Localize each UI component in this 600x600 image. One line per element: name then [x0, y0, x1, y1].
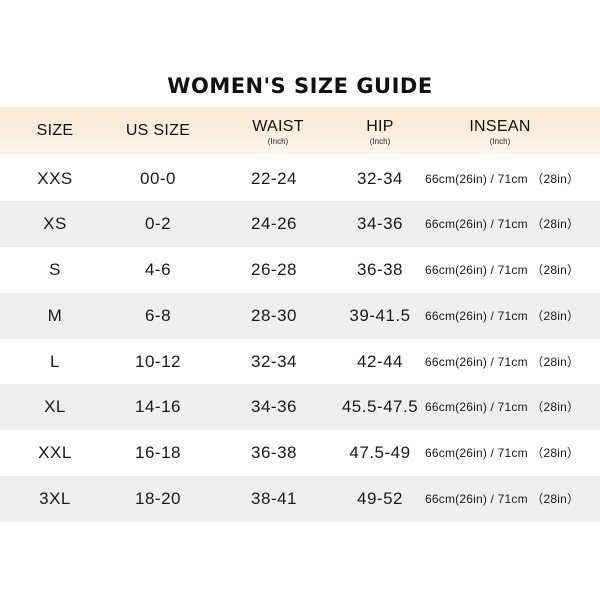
hip-cell: 45.5-47.5	[341, 397, 419, 416]
hip-cell: 34-36	[357, 214, 403, 233]
hip-cell: 49-52	[357, 489, 403, 508]
waist-cell: 28-30	[251, 306, 297, 325]
table-row: 3XL 18-20 38-41 49-52 66cm(26in) / 71cm …	[0, 476, 600, 522]
table-header: SIZE US SIZE WAIST (Inch) HIP (Inch) INS…	[0, 107, 600, 154]
insean-cell: 66cm(26in) / 71cm （28in）	[425, 492, 580, 506]
size-cell: XL	[44, 397, 66, 416]
waist-cell: 32-34	[251, 352, 297, 371]
header-hip: HIP (Inch)	[330, 107, 430, 154]
insean-cell: 66cm(26in) / 71cm （28in）	[425, 309, 580, 323]
size-cell: XS	[43, 214, 67, 233]
us-size-cell: 6-8	[144, 306, 172, 325]
header-insean-unit: (Inch)	[489, 137, 511, 146]
insean-cell: 66cm(26in) / 71cm （28in）	[425, 172, 580, 186]
table-row: XXS 00-0 22-24 32-34 66cm(26in) / 71cm （…	[0, 156, 600, 202]
insean-cell: 66cm(26in) / 71cm （28in）	[425, 217, 580, 231]
page-title: WOMEN'S SIZE GUIDE	[167, 74, 433, 98]
table-row: XL 14-16 34-36 45.5-47.5 66cm(26in) / 71…	[0, 384, 600, 430]
waist-cell: 26-28	[251, 260, 297, 279]
waist-cell: 36-38	[251, 443, 297, 462]
header-hip-unit: (Inch)	[369, 137, 391, 146]
waist-cell: 24-26	[251, 214, 297, 233]
size-cell: XXS	[37, 169, 73, 188]
waist-cell: 38-41	[251, 489, 297, 508]
table-row: XXL 16-18 36-38 47.5-49 66cm(26in) / 71c…	[0, 430, 600, 476]
us-size-cell: 4-6	[144, 260, 172, 279]
table-row: L 10-12 32-34 42-44 66cm(26in) / 71cm （2…	[0, 339, 600, 385]
size-cell: M	[47, 306, 63, 325]
size-cell: XXL	[38, 443, 72, 462]
header-hip-label: HIP	[366, 118, 394, 135]
header-waist: WAIST (Inch)	[228, 107, 328, 154]
header-us-size-label: US SIZE	[125, 122, 191, 139]
header-insean: INSEAN (Inch)	[450, 107, 550, 154]
us-size-cell: 14-16	[135, 397, 181, 416]
table-row: M 6-8 28-30 39-41.5 66cm(26in) / 71cm （2…	[0, 293, 600, 339]
hip-cell: 32-34	[357, 169, 403, 188]
hip-cell: 47.5-49	[349, 443, 411, 462]
table-row: S 4-6 26-28 36-38 66cm(26in) / 71cm （28i…	[0, 247, 600, 293]
header-insean-label: INSEAN	[469, 118, 531, 135]
header-size: SIZE	[20, 107, 90, 154]
size-cell: L	[50, 352, 60, 371]
insean-cell: 66cm(26in) / 71cm （28in）	[425, 355, 580, 369]
waist-cell: 34-36	[251, 397, 297, 416]
hip-cell: 42-44	[357, 352, 403, 371]
us-size-cell: 18-20	[135, 489, 181, 508]
header-waist-unit: (Inch)	[267, 137, 289, 146]
insean-cell: 66cm(26in) / 71cm （28in）	[425, 263, 580, 277]
hip-cell: 36-38	[357, 260, 403, 279]
us-size-cell: 16-18	[135, 443, 181, 462]
header-waist-label: WAIST	[252, 118, 304, 135]
us-size-cell: 00-0	[139, 169, 177, 188]
insean-cell: 66cm(26in) / 71cm （28in）	[425, 400, 580, 414]
table-row: XS 0-2 24-26 34-36 66cm(26in) / 71cm （28…	[0, 201, 600, 247]
hip-cell: 39-41.5	[349, 306, 411, 325]
size-cell: 3XL	[39, 489, 71, 508]
us-size-cell: 0-2	[144, 214, 172, 233]
waist-cell: 22-24	[251, 169, 297, 188]
header-size-label: SIZE	[36, 122, 74, 139]
us-size-cell: 10-12	[135, 352, 181, 371]
header-us-size: US SIZE	[108, 107, 208, 154]
insean-cell: 66cm(26in) / 71cm （28in）	[425, 446, 580, 460]
size-cell: S	[49, 260, 61, 279]
